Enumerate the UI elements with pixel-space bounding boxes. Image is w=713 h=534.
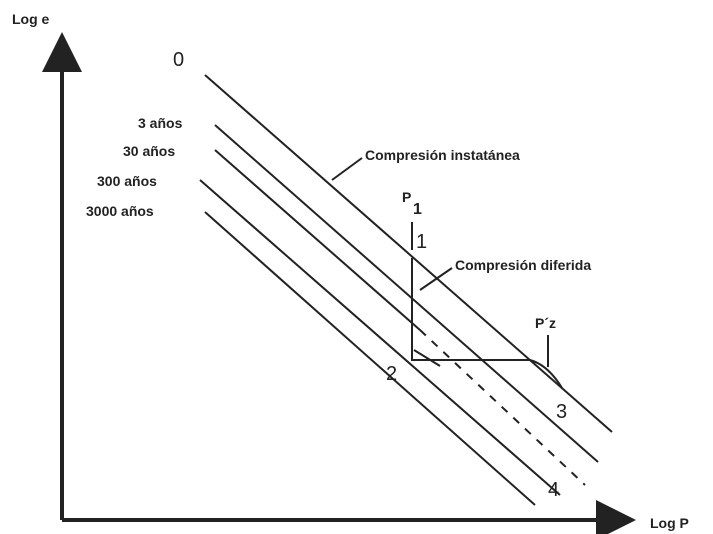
annotation: Compresión diferida <box>455 257 591 273</box>
y-axis-label: Log e <box>12 11 50 27</box>
line-0 <box>204 74 613 433</box>
line-3000 <box>204 211 536 506</box>
tangent <box>413 349 441 367</box>
point-label: 4 <box>548 479 559 501</box>
line-label: 3000 años <box>86 203 154 219</box>
point-label: 1 <box>413 201 422 218</box>
line-label: 300 años <box>97 173 157 189</box>
x-axis-label: Log P <box>650 515 689 531</box>
line-30-dashed <box>419 329 586 486</box>
line-3 <box>214 124 599 463</box>
compression-path <box>411 258 563 389</box>
annotation: Compresión instatánea <box>365 147 520 163</box>
line-label: 0 <box>173 49 184 71</box>
line-label: 3 años <box>138 115 183 131</box>
point-label: P´z <box>535 315 556 331</box>
line-label: 30 años <box>123 143 175 159</box>
line-300 <box>199 179 561 496</box>
line-30 <box>214 149 421 331</box>
point-label: 2 <box>386 363 397 385</box>
point-label: P <box>402 189 411 205</box>
point-label: 3 <box>556 401 567 423</box>
point-label: 1 <box>416 231 427 253</box>
annotation-arrow <box>419 267 453 291</box>
annotation-arrow <box>331 157 363 181</box>
